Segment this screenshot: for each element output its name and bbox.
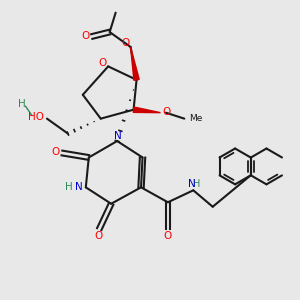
Text: N: N: [114, 131, 122, 141]
Text: HO: HO: [28, 112, 43, 122]
Text: H: H: [193, 179, 200, 189]
Text: H: H: [65, 182, 73, 192]
Text: N: N: [75, 182, 83, 192]
Text: O: O: [99, 58, 107, 68]
Text: O: O: [164, 231, 172, 241]
Text: H: H: [18, 99, 26, 109]
Text: O: O: [82, 31, 90, 41]
Text: O: O: [51, 147, 59, 158]
Text: N: N: [188, 179, 196, 189]
Text: O: O: [94, 231, 103, 241]
Text: O: O: [121, 38, 129, 48]
Text: O: O: [162, 107, 170, 117]
Polygon shape: [133, 107, 160, 113]
Text: Me: Me: [189, 113, 202, 122]
Polygon shape: [130, 47, 139, 80]
